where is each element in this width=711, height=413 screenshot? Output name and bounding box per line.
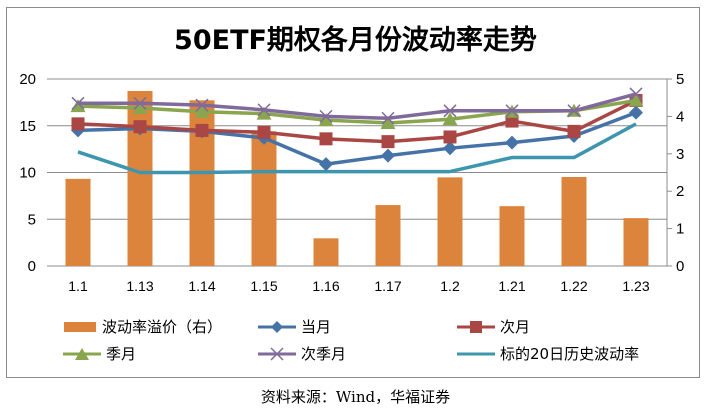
x-tick-label: 1.13	[126, 278, 153, 294]
right-tick-label: 0	[676, 258, 684, 275]
right-tick-label: 4	[676, 108, 684, 125]
bar	[65, 178, 91, 266]
x-tick-label: 1.16	[312, 278, 339, 294]
data-point-square	[133, 120, 147, 134]
data-point-square	[505, 114, 519, 128]
left-tick-label: 15	[19, 118, 36, 135]
right-tick-label: 2	[676, 183, 684, 200]
data-point-square	[319, 132, 333, 146]
bar	[375, 205, 401, 266]
x-tick-label: 1.17	[374, 278, 401, 294]
bar	[623, 218, 649, 266]
series-x	[71, 87, 643, 125]
legend-square-icon	[457, 320, 495, 333]
data-point-triangle	[194, 104, 210, 118]
data-point-triangle	[256, 106, 272, 120]
data-point-x	[505, 104, 519, 118]
data-point-x	[381, 111, 395, 125]
data-point-square	[71, 117, 85, 131]
bar	[313, 238, 339, 266]
legend-item-premium: 波动率溢价（右）	[62, 316, 222, 337]
data-point-triangle	[70, 99, 86, 113]
data-point-diamond	[505, 135, 519, 150]
legend-bar-swatch	[64, 321, 96, 332]
legend-x-icon	[258, 346, 296, 361]
series-line	[77, 98, 637, 144]
bar	[127, 90, 153, 266]
series-diamond	[71, 105, 643, 172]
legend-line-icon	[457, 352, 495, 355]
left-tick-label: 20	[19, 71, 36, 88]
data-point-x	[443, 104, 457, 118]
data-point-x	[195, 98, 209, 112]
chart-frame	[6, 7, 700, 378]
legend-label: 次月	[500, 318, 531, 336]
data-point-square	[257, 125, 271, 139]
line-series	[70, 87, 644, 175]
legend-label: 波动率溢价（右）	[102, 318, 223, 336]
data-point-diamond	[381, 148, 395, 163]
data-point-square	[567, 124, 581, 138]
x-tick-label: 1.14	[188, 278, 215, 294]
series-line	[77, 122, 637, 175]
data-point-square	[381, 135, 395, 149]
legend-diamond-icon	[258, 320, 296, 333]
bar	[251, 131, 277, 266]
right-tick-label: 3	[676, 146, 684, 163]
x-tick-label: 1.23	[622, 278, 649, 294]
data-point-x	[257, 103, 271, 117]
x-tick-label: 1.2	[440, 278, 460, 294]
source-note: 资料来源：Wind，华福证券	[260, 388, 451, 406]
legend-item-current-month: 当月	[257, 316, 331, 337]
data-point-square	[195, 123, 209, 137]
series-none	[77, 122, 637, 175]
data-point-x	[319, 109, 333, 123]
data-point-triangle	[442, 112, 458, 126]
bar	[499, 206, 525, 266]
legend-item-quarter-month: 季月	[62, 343, 136, 364]
data-point-x	[71, 96, 85, 110]
bar-series	[65, 90, 649, 267]
tick-labels: 0 5 10 15 20 0 1 2 3 4 5 1.1 1.13 1.14 1.15 1.16 1.17 1.2…	[19, 71, 684, 294]
data-point-triangle	[628, 93, 644, 107]
x-tick-label: 1.22	[560, 278, 587, 294]
x-tick-label: 1.15	[250, 278, 277, 294]
legend-triangle-icon	[63, 347, 101, 360]
data-point-triangle	[132, 100, 148, 114]
data-point-x	[629, 87, 643, 101]
chart-title: 50ETF期权各月份波动率走势	[174, 25, 537, 56]
data-point-triangle	[380, 115, 396, 129]
x-tick-label: 1.1	[68, 278, 88, 294]
legend-label: 次季月	[301, 345, 347, 363]
left-tick-label: 0	[28, 258, 36, 275]
left-tick-label: 10	[19, 165, 36, 182]
legend-item-next-quarter-month: 次季月	[257, 343, 346, 364]
left-tick-label: 5	[28, 211, 36, 228]
x-tick-label: 1.21	[498, 278, 525, 294]
bar	[437, 177, 463, 266]
legend-label: 季月	[106, 345, 137, 363]
right-tick-label: 5	[676, 71, 684, 88]
right-tick-label: 1	[676, 221, 684, 238]
bar	[561, 176, 587, 266]
data-point-triangle	[318, 113, 334, 127]
legend-item-historical-vol: 标的20日历史波动率	[456, 343, 639, 364]
data-point-x	[133, 96, 147, 110]
data-point-x	[567, 104, 581, 118]
axes	[666, 78, 672, 267]
data-point-square	[443, 130, 457, 144]
legend-label: 标的20日历史波动率	[500, 345, 640, 363]
data-point-diamond	[319, 157, 333, 172]
legend-item-next-month: 次月	[456, 316, 530, 337]
data-point-diamond	[629, 105, 643, 120]
series-line	[78, 92, 637, 121]
legend-label: 当月	[301, 318, 332, 336]
data-point-diamond	[443, 141, 457, 156]
